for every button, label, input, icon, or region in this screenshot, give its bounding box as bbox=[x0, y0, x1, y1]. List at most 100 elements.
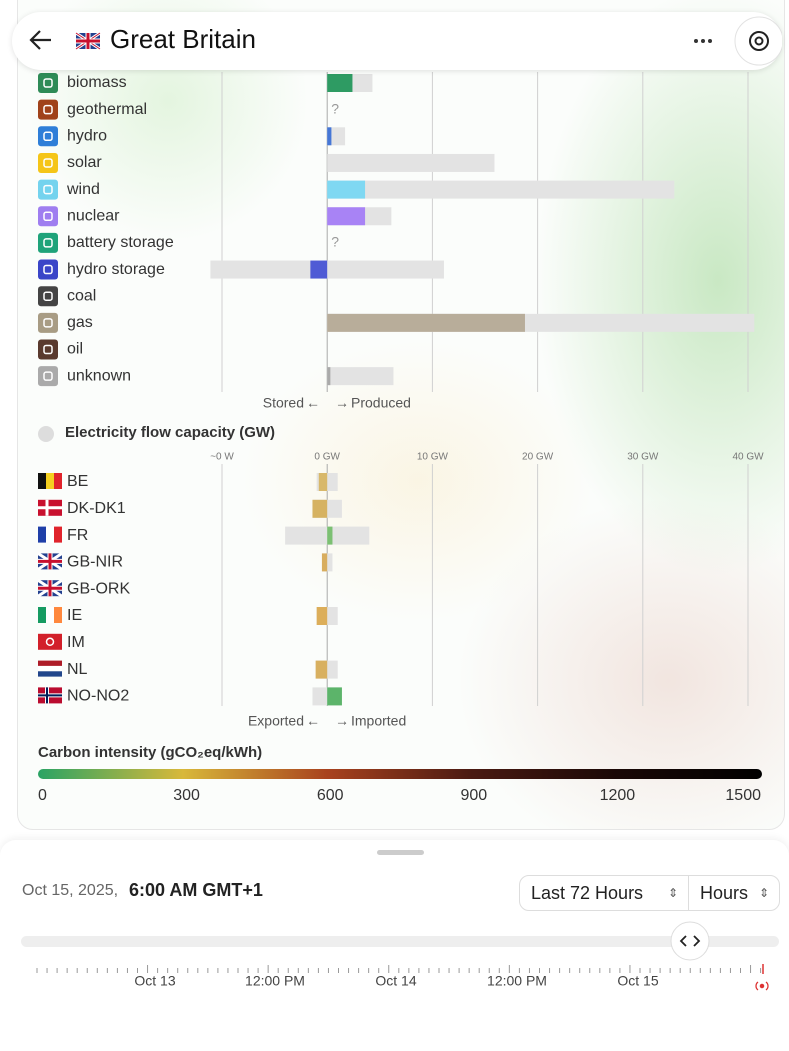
value-bar bbox=[315, 660, 328, 679]
timeline-label: 12:00 PM bbox=[487, 973, 547, 989]
exchange-title: Electricity flow capacity (GW) bbox=[65, 424, 275, 441]
timeline-label: Oct 13 bbox=[134, 973, 175, 989]
icon-glyph bbox=[43, 211, 53, 221]
value-bar bbox=[327, 526, 333, 545]
zone-label: FR bbox=[67, 527, 88, 544]
capacity-bar bbox=[327, 127, 346, 146]
header-icons: Great Britain bbox=[29, 16, 784, 66]
timeline: Oct 13 12:00 PM Oct 14 12:00 PM Oct 15 bbox=[21, 921, 779, 991]
source-icon bbox=[38, 286, 58, 307]
source-icon bbox=[38, 73, 58, 93]
icon-glyph bbox=[43, 104, 53, 115]
value-bar bbox=[312, 499, 328, 518]
flag-part bbox=[46, 607, 54, 623]
source-icon bbox=[38, 99, 58, 120]
source-label: gas bbox=[67, 314, 93, 331]
zone-label: DK-DK1 bbox=[67, 500, 126, 517]
zone-label: NL bbox=[67, 661, 88, 678]
flag-part bbox=[54, 526, 62, 543]
sheet-handle[interactable] bbox=[377, 850, 424, 855]
source-icon bbox=[38, 206, 58, 227]
flag-part bbox=[38, 553, 62, 570]
flag bbox=[75, 31, 101, 51]
flag-part bbox=[54, 473, 62, 489]
carbon-title: Carbon intensity (gCO₂eq/kWh) bbox=[38, 744, 262, 761]
x-tick-label: 40 GW bbox=[732, 452, 764, 463]
axis-side-label: Produced bbox=[351, 395, 411, 411]
carbon-tick-label: 300 bbox=[173, 787, 200, 804]
chevrons: ⇕ bbox=[758, 886, 769, 900]
icon-glyph bbox=[43, 158, 53, 168]
more-button[interactable] bbox=[694, 39, 712, 43]
zone-label: IE bbox=[67, 607, 82, 624]
axis-side-label: Imported bbox=[351, 713, 406, 729]
flag-part bbox=[46, 473, 54, 489]
resolution-text: Hours bbox=[700, 882, 749, 903]
icon-glyph bbox=[43, 371, 53, 381]
source-icon bbox=[38, 126, 58, 147]
source-label: biomass bbox=[67, 74, 127, 91]
source-label: geothermal bbox=[67, 101, 147, 118]
source-label: solar bbox=[67, 154, 102, 171]
back-button[interactable] bbox=[29, 30, 51, 50]
timeline-label: Oct 14 bbox=[375, 973, 416, 989]
icon-glyph bbox=[43, 131, 53, 142]
x-tick-label: 30 GW bbox=[627, 452, 659, 463]
icon-glyph bbox=[43, 184, 53, 195]
icon-glyph bbox=[43, 238, 53, 248]
source-label: coal bbox=[67, 287, 96, 304]
value-bar bbox=[316, 607, 328, 625]
capacity-bar bbox=[327, 367, 394, 386]
value-bar bbox=[327, 127, 332, 146]
date: Oct 15, 2025, bbox=[22, 882, 119, 899]
flag-part bbox=[38, 580, 62, 597]
flag bbox=[37, 552, 63, 571]
resolution-select[interactable]: Hours ⇕ bbox=[688, 875, 780, 911]
zone-label: IM bbox=[67, 634, 85, 651]
header: Great Britain bbox=[12, 12, 784, 70]
slider-track[interactable] bbox=[21, 936, 779, 947]
zone-panel bbox=[17, 0, 785, 830]
flag bbox=[38, 660, 62, 677]
x-tick-label: ~0 W bbox=[210, 452, 234, 463]
time: 6:00 AM GMT+1 bbox=[129, 880, 263, 900]
flag-part bbox=[38, 671, 62, 677]
source-icon bbox=[38, 339, 58, 360]
timeline-label: 12:00 PM bbox=[245, 973, 305, 989]
source-icon bbox=[38, 312, 58, 333]
flag-part bbox=[45, 637, 55, 647]
x-tick-label: 10 GW bbox=[417, 452, 449, 463]
zone-label: BE bbox=[67, 473, 88, 490]
icon-glyph bbox=[43, 264, 53, 275]
icon-glyph bbox=[43, 78, 53, 88]
x-tick-label: 0 GW bbox=[314, 452, 340, 463]
source-label: wind bbox=[66, 181, 100, 198]
flag-part bbox=[38, 633, 62, 650]
range-select[interactable]: Last 72 Hours ⇕ bbox=[519, 875, 689, 911]
time-controller: Oct 15, 2025, 6:00 AM GMT+1 Last 72 Hour… bbox=[0, 840, 789, 1051]
zone-title: Great Britain bbox=[110, 24, 256, 54]
source-icon bbox=[38, 179, 58, 200]
source-icon bbox=[38, 366, 58, 387]
value-bar bbox=[327, 74, 353, 92]
flag-part bbox=[38, 665, 62, 672]
capacity-bar bbox=[327, 180, 675, 199]
flag bbox=[38, 607, 62, 623]
slider-thumb[interactable] bbox=[670, 921, 710, 961]
icon-glyph bbox=[43, 344, 53, 355]
settings-button[interactable] bbox=[734, 16, 784, 66]
carbon-tick-label: 0 bbox=[38, 787, 47, 804]
value-bar bbox=[327, 367, 331, 386]
flow-icon bbox=[38, 426, 54, 442]
flag bbox=[38, 526, 62, 543]
value-bar bbox=[318, 473, 328, 491]
source-label: hydro bbox=[67, 128, 107, 145]
flag-part bbox=[38, 473, 46, 489]
source-icon bbox=[38, 232, 58, 253]
source-icon bbox=[38, 259, 58, 280]
value-bar bbox=[327, 313, 525, 332]
flag bbox=[38, 633, 62, 650]
arrow: ← bbox=[306, 395, 320, 411]
chevrons: ⇕ bbox=[667, 886, 678, 900]
